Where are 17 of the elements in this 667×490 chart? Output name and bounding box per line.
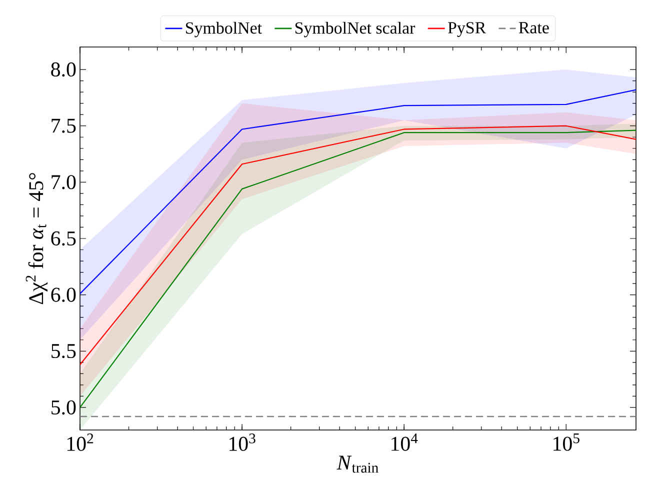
legend-label: Rate xyxy=(518,22,549,34)
y-tick-label: 8.0 xyxy=(51,62,76,77)
y-tick-label: 5.0 xyxy=(52,400,76,415)
x-tick-label: 10$^{3}$ xyxy=(230,434,256,451)
legend-label: SymbolNet xyxy=(186,22,262,38)
legend-label: PySR xyxy=(448,22,486,37)
x-tick-label: 10$^{4}$ xyxy=(392,434,418,451)
legend-label: SymbolNet scalar xyxy=(295,22,416,38)
x-tick-label: 10$^{5}$ xyxy=(554,434,580,451)
y-tick-label: 6.0 xyxy=(51,288,76,302)
y-axis-title: Δχ$^{2}$ for α$_{t}$ = 45° xyxy=(26,173,48,304)
y-tick-label: 7.5 xyxy=(52,118,76,133)
y-tick-label: 6.5 xyxy=(51,231,76,246)
x-tick-label: 10$^{2}$ xyxy=(67,434,94,451)
y-tick-label: 7.0 xyxy=(52,175,76,190)
y-tick-label: 5.5 xyxy=(52,344,76,358)
x-axis-title: N$_{train}$ xyxy=(336,456,378,473)
